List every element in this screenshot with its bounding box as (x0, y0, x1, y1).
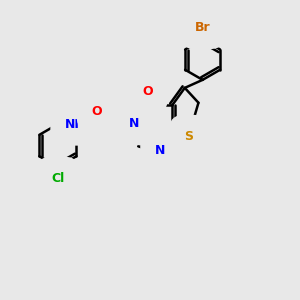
Text: O: O (142, 85, 153, 98)
Text: N: N (155, 144, 166, 157)
Text: N: N (128, 117, 139, 130)
Text: Cl: Cl (51, 172, 64, 185)
Text: NH: NH (65, 118, 86, 130)
Text: S: S (184, 130, 193, 143)
Text: Br: Br (195, 21, 210, 34)
Text: O: O (92, 105, 102, 118)
